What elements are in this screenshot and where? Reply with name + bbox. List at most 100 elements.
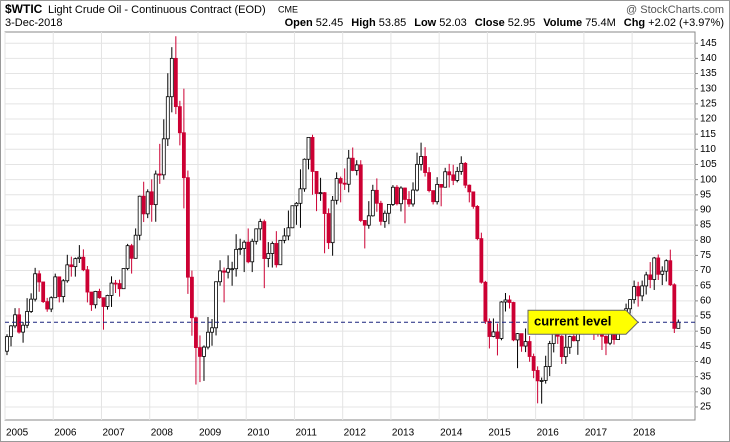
x-tick-label: 2006: [54, 428, 77, 439]
annotation: current level: [534, 314, 611, 329]
candle-body: [318, 192, 323, 195]
stat-label: Low: [414, 17, 436, 29]
candle-body: [632, 286, 637, 300]
candle-body: [314, 171, 319, 194]
candle-body: [85, 269, 90, 293]
candle-body: [113, 282, 118, 285]
x-tick-label: 2007: [102, 428, 125, 439]
stat-value: 52.03: [439, 17, 467, 29]
candle-body: [157, 173, 162, 176]
candle-body: [185, 177, 190, 278]
candle-body: [391, 186, 395, 205]
candle-body: [65, 264, 70, 282]
candle-body: [198, 347, 202, 357]
x-tick-label: 2009: [199, 428, 222, 439]
candle-body: [563, 346, 568, 358]
candle-body: [455, 171, 460, 181]
stat-label: Chg: [624, 17, 645, 29]
stat-label: Close: [475, 17, 505, 29]
y-tick-label: 60: [700, 296, 712, 307]
candle-body: [640, 285, 645, 297]
candle-body: [206, 331, 210, 348]
candle-body: [459, 162, 464, 172]
candle-body: [515, 333, 520, 341]
candle-body: [278, 239, 283, 266]
candle-body: [366, 215, 371, 226]
candle-body: [326, 213, 331, 244]
candle-body: [250, 240, 255, 263]
stat-value: 52.95: [508, 17, 536, 29]
candle-body: [238, 248, 243, 250]
candle-body: [302, 158, 307, 190]
candle-body: [334, 178, 339, 201]
candle-body: [13, 314, 17, 327]
candle-body: [330, 199, 335, 244]
y-tick-label: 90: [700, 205, 712, 216]
candle-body: [17, 314, 21, 333]
x-tick-label: 2005: [6, 428, 29, 439]
candle-body: [559, 335, 564, 358]
candle-body: [672, 284, 677, 329]
candle-body: [270, 243, 275, 254]
candle-body: [177, 106, 182, 134]
candle-body: [53, 276, 58, 299]
candle-body: [571, 336, 576, 342]
stat-label: High: [351, 17, 376, 29]
x-tick-label: 2013: [392, 428, 415, 439]
y-tick-label: 120: [700, 114, 717, 125]
candle-body: [403, 187, 407, 200]
candle-body: [298, 188, 303, 204]
y-tick-label: 25: [700, 402, 712, 413]
candle-body: [354, 164, 359, 171]
y-tick-label: 105: [700, 159, 717, 170]
candle-body: [503, 299, 508, 303]
candle-body: [165, 96, 170, 140]
stat-value: +2.02 (+3.97%): [648, 17, 724, 29]
candle-body: [322, 192, 327, 214]
stat-value: 75.4M: [585, 17, 616, 29]
y-tick-label: 110: [700, 144, 716, 155]
candle-body: [141, 195, 146, 215]
candle-body: [234, 248, 239, 270]
candle-body: [431, 190, 436, 203]
candle-body: [242, 241, 247, 249]
candle-body: [89, 291, 94, 306]
candle-body: [551, 333, 556, 344]
stat-label: Volume: [543, 17, 582, 29]
candle-body: [57, 276, 62, 297]
candle-body: [471, 191, 476, 207]
candle-body: [214, 281, 218, 329]
candle-body: [161, 138, 166, 176]
symbol: $WTIC: [5, 2, 43, 16]
candle-body: [676, 321, 681, 329]
candle-body: [306, 136, 311, 160]
candle-body: [93, 290, 98, 306]
y-tick-label: 30: [700, 386, 712, 397]
candle-body: [443, 171, 448, 188]
candle-body: [668, 260, 673, 286]
candle-body: [479, 238, 484, 283]
candle-body: [218, 270, 222, 283]
candle-body: [181, 132, 186, 179]
candle-body: [531, 356, 536, 371]
y-tick-label: 85: [700, 220, 712, 231]
stat-value: 52.45: [316, 17, 344, 29]
stat-label: Open: [285, 17, 313, 29]
candle-body: [149, 191, 154, 206]
candle-body: [41, 281, 46, 302]
candle-body: [656, 257, 661, 275]
date: 3-Dec-2018: [5, 17, 62, 29]
candle-body: [511, 302, 516, 341]
candle-body: [153, 173, 158, 206]
candle-body: [266, 253, 271, 259]
y-tick-label: 140: [700, 53, 717, 64]
candle-body: [21, 324, 25, 333]
candle-body: [105, 295, 110, 307]
exchange: CME: [278, 4, 298, 14]
y-tick-label: 45: [700, 341, 712, 352]
candle-body: [660, 270, 665, 275]
y-tick-label: 50: [700, 326, 712, 337]
candle-body: [262, 221, 267, 259]
candle-body: [254, 228, 259, 242]
candle-body: [194, 317, 198, 348]
